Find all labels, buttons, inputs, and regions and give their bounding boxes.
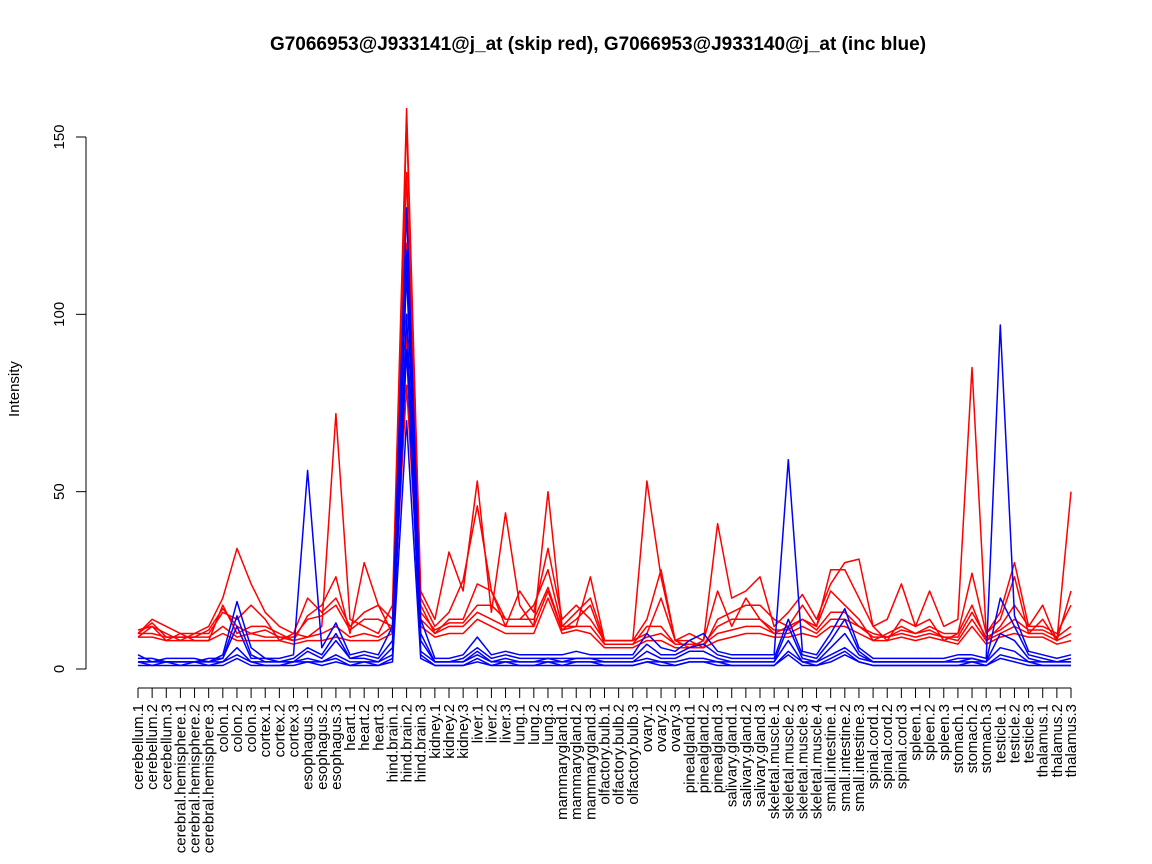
x-tick-label: esophagus.2 — [314, 704, 331, 790]
x-tick-label: hind.brain.3 — [413, 704, 430, 782]
series-line-2 — [137, 118, 1072, 649]
x-tick-label: mammarygland.1 — [554, 704, 571, 820]
x-tick-label: thalamus.3 — [1063, 704, 1080, 777]
series-line-12 — [138, 419, 1071, 667]
x-tick-label: pinealgland.2 — [695, 704, 712, 793]
x-tick-label: small.intestine.3 — [851, 704, 868, 812]
series-line-8 — [138, 249, 1072, 663]
series-line-6 — [138, 384, 1072, 649]
x-tick-label: kidney.2 — [441, 704, 458, 759]
x-tick-label: thalamus.2 — [1049, 704, 1066, 777]
x-tick-label: ovary.1 — [639, 704, 656, 752]
x-tick-label: ovary.3 — [667, 704, 684, 752]
x-tick-label: colon.1 — [215, 704, 232, 752]
x-tick-label: small.intestine.2 — [837, 704, 854, 812]
x-tick-label: testicle.1 — [992, 704, 1009, 763]
x-tick-label: cerebral.hemisphere.1 — [172, 704, 189, 853]
series-line-5 — [138, 331, 1072, 645]
x-tick-label: testicle.3 — [1021, 704, 1038, 763]
x-tick-label: olfactory.bulb.2 — [611, 704, 628, 805]
y-tick-label: 150 — [51, 124, 68, 149]
x-tick-label: ovary.2 — [653, 704, 670, 752]
series-line-7 — [137, 207, 1072, 663]
x-tick-label: stomach.2 — [964, 704, 981, 773]
x-tick-label: spinal.cord.1 — [865, 704, 882, 789]
y-axis: 0 50 100 150 — [51, 124, 87, 673]
x-tick-label: olfactory.bulb.1 — [597, 704, 614, 805]
series-line-3 — [137, 171, 1072, 649]
series-line-11 — [137, 349, 1071, 667]
x-tick-label: kidney.3 — [455, 704, 472, 759]
x-tick-label: spleen.2 — [922, 704, 939, 761]
x-tick-label: lung.3 — [540, 704, 557, 745]
x-tick-label: stomach.3 — [978, 704, 995, 773]
x-tick-label: small.intestine.1 — [823, 704, 840, 812]
y-tick-label: 50 — [51, 483, 68, 500]
x-tick-label: cortex.2 — [271, 704, 288, 757]
y-tick-label: 0 — [51, 665, 68, 673]
x-tick-label: skeletal.muscle.1 — [766, 704, 783, 819]
series-line-4 — [137, 242, 1072, 645]
x-tick-label: hind.brain.2 — [399, 704, 416, 782]
series-line-1 — [137, 107, 1072, 642]
series-layer — [137, 107, 1072, 667]
x-tick-label: lung.2 — [526, 704, 543, 745]
x-tick-label: skeletal.muscle.4 — [809, 704, 826, 819]
x-tick-label: spleen.3 — [936, 704, 953, 761]
chart-title: G7066953@J933141@j_at (skip red), G70669… — [270, 34, 926, 55]
x-tick-label: salivary.gland.2 — [738, 704, 755, 807]
x-tick-label: hind.brain.1 — [384, 704, 401, 782]
x-tick-label: spleen.1 — [908, 704, 925, 761]
x-tick-label: olfactory.bulb.3 — [625, 704, 642, 805]
x-tick-label: esophagus.3 — [328, 704, 345, 790]
series-line-10 — [138, 313, 1071, 663]
x-tick-label: salivary.gland.3 — [752, 704, 769, 807]
x-tick-label: stomach.1 — [950, 704, 967, 773]
x-tick-label: colon.3 — [243, 704, 260, 752]
x-axis: cerebellum.1cerebellum.2cerebellum.3cere… — [130, 687, 1080, 853]
x-tick-label: mammarygland.3 — [582, 704, 599, 820]
x-tick-label: testicle.2 — [1006, 704, 1023, 763]
x-tick-label: heart.3 — [370, 704, 387, 751]
x-tick-label: cortex.3 — [286, 704, 303, 757]
x-tick-label: liver.1 — [469, 704, 486, 743]
x-tick-label: pinealgland.1 — [681, 704, 698, 793]
x-tick-label: liver.3 — [498, 704, 515, 743]
y-axis-label: Intensity — [6, 361, 23, 417]
x-tick-label: skeletal.muscle.3 — [794, 704, 811, 819]
x-tick-label: cerebral.hemisphere.3 — [201, 704, 218, 853]
x-tick-label: skeletal.muscle.2 — [780, 704, 797, 819]
x-tick-label: cerebellum.1 — [130, 704, 147, 790]
x-tick-label: pinealgland.3 — [710, 704, 727, 793]
x-tick-label: spinal.cord.2 — [879, 704, 896, 789]
x-tick-label: thalamus.1 — [1035, 704, 1052, 777]
x-tick-label: kidney.1 — [427, 704, 444, 759]
x-tick-label: lung.1 — [512, 704, 529, 745]
series-line-9 — [138, 271, 1071, 663]
x-tick-label: mammarygland.2 — [568, 704, 585, 820]
x-tick-label: spinal.cord.3 — [893, 704, 910, 789]
y-tick-label: 100 — [51, 302, 68, 327]
x-tick-label: cerebral.hemisphere.2 — [187, 704, 204, 853]
x-tick-label: esophagus.1 — [300, 704, 317, 790]
x-tick-label: cerebellum.3 — [158, 704, 175, 790]
x-tick-label: salivary.gland.1 — [724, 704, 741, 807]
x-tick-label: cerebellum.2 — [144, 704, 161, 790]
x-tick-label: heart.2 — [356, 704, 373, 751]
x-tick-label: colon.2 — [229, 704, 246, 752]
x-tick-label: cortex.1 — [257, 704, 274, 757]
x-tick-label: liver.2 — [483, 704, 500, 743]
x-tick-label: heart.1 — [342, 704, 359, 751]
